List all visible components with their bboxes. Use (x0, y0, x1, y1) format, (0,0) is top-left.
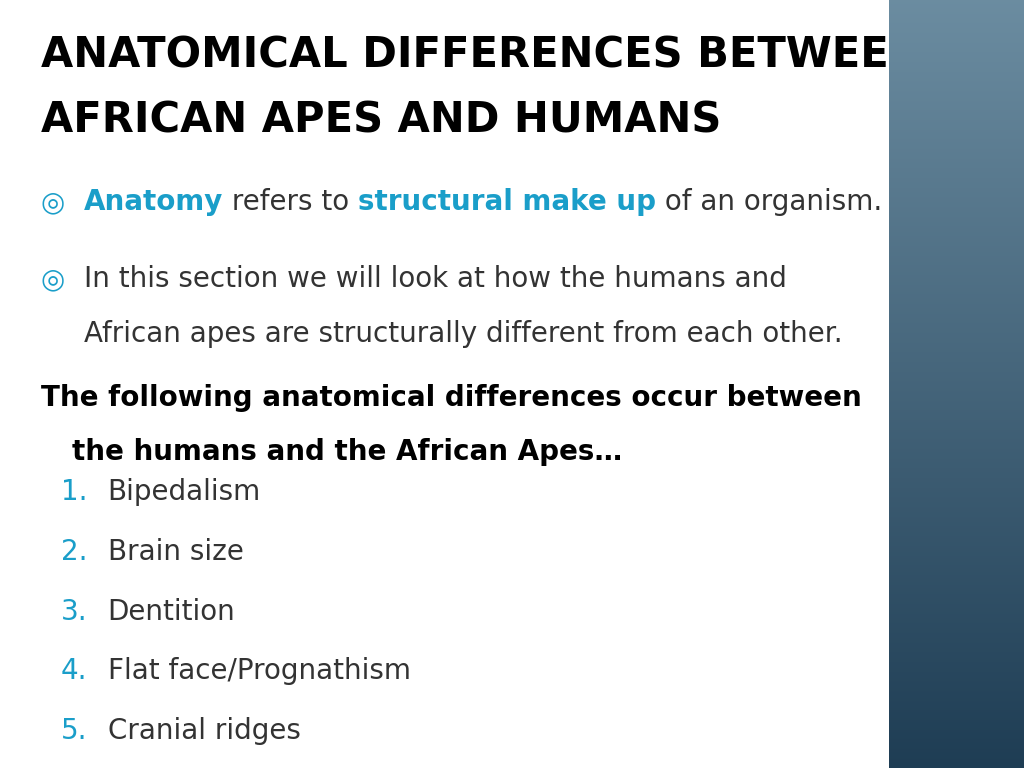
Text: 3.: 3. (60, 598, 87, 625)
Text: 4.: 4. (60, 657, 87, 685)
Text: Dentition: Dentition (108, 598, 236, 625)
Text: 5.: 5. (60, 717, 87, 745)
Text: ◎: ◎ (41, 265, 66, 293)
Text: Flat face/Prognathism: Flat face/Prognathism (108, 657, 411, 685)
Text: refers to: refers to (223, 188, 358, 216)
Text: Bipedalism: Bipedalism (108, 478, 261, 505)
Text: 2.: 2. (60, 538, 87, 565)
Text: AFRICAN APES AND HUMANS: AFRICAN APES AND HUMANS (41, 100, 721, 142)
Text: Cranial ridges: Cranial ridges (108, 717, 300, 745)
Text: 1.: 1. (60, 478, 87, 505)
Text: In this section we will look at how the humans and: In this section we will look at how the … (84, 265, 786, 293)
Text: Brain size: Brain size (108, 538, 244, 565)
Text: structural make up: structural make up (358, 188, 656, 216)
Text: of an organism.: of an organism. (656, 188, 883, 216)
Text: the humans and the African Apes…: the humans and the African Apes… (72, 438, 622, 465)
Text: ◎: ◎ (41, 188, 66, 216)
Text: African apes are structurally different from each other.: African apes are structurally different … (84, 320, 843, 348)
Text: ANATOMICAL DIFFERENCES BETWEEN THE: ANATOMICAL DIFFERENCES BETWEEN THE (41, 35, 1024, 77)
Text: Anatomy: Anatomy (84, 188, 223, 216)
Text: The following anatomical differences occur between: The following anatomical differences occ… (41, 384, 862, 412)
